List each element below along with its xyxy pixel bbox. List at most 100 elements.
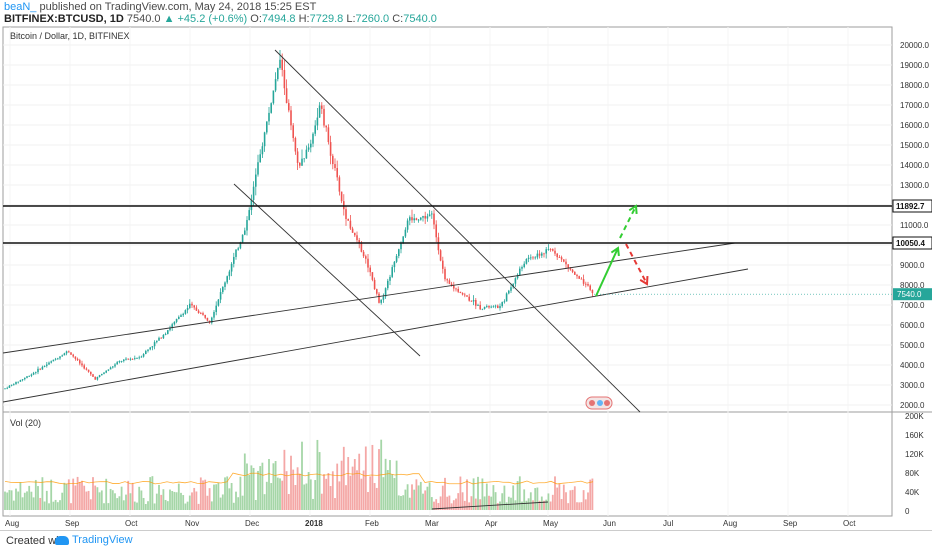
chart-area[interactable]: 2000.0 3000.0 4000.0 5000.0 6000.0 7000.0 8000… — [0, 26, 932, 530]
candle-body — [107, 369, 110, 371]
candle-body — [301, 158, 303, 166]
volume-bar — [336, 463, 339, 510]
candle-body — [411, 217, 413, 221]
candle-body — [574, 271, 576, 275]
volume-trendline[interactable] — [431, 501, 549, 510]
event-icon[interactable] — [585, 396, 613, 410]
volume-bar — [195, 491, 198, 510]
candle-body — [417, 219, 420, 221]
volume-bar — [562, 484, 565, 510]
upper-channel-line[interactable] — [2, 242, 736, 354]
volume-bar — [287, 494, 290, 510]
volume-bar — [180, 492, 182, 510]
volume-bar — [281, 480, 284, 510]
volume-bar — [221, 494, 224, 510]
volume-bar — [125, 494, 127, 510]
author-link[interactable]: beaN_ — [4, 1, 37, 13]
descending-trendline[interactable] — [274, 49, 641, 413]
candle-body — [59, 356, 61, 359]
symbol: BITFINEX:BTCUSD, 1D — [4, 13, 124, 25]
volume-bar — [144, 503, 147, 510]
volume-bar — [149, 477, 152, 510]
candle-body — [307, 147, 310, 150]
volume-bar — [175, 492, 178, 510]
volume-bar — [32, 497, 35, 510]
candle-body — [202, 313, 204, 315]
price-change: ▲ +45.2 (+0.6%) — [163, 13, 248, 25]
volume-bar — [367, 492, 369, 510]
candle-body — [338, 177, 341, 192]
level-label-box — [892, 199, 932, 213]
candle-body — [90, 371, 92, 375]
volume-bar — [191, 492, 193, 510]
candle-body — [521, 266, 523, 269]
candle-body — [389, 276, 391, 281]
candle-body — [145, 351, 147, 355]
volume-bar — [230, 482, 233, 510]
candle-body — [558, 257, 561, 258]
candle-body — [118, 361, 121, 363]
volume-bar — [479, 499, 482, 510]
volume-bar — [232, 502, 235, 510]
candle-body — [545, 249, 547, 254]
created-with-text: Created with — [6, 535, 68, 547]
candle-body — [219, 292, 222, 300]
volume-bar — [459, 476, 462, 510]
volume-bar — [545, 499, 548, 510]
candle-body — [26, 376, 28, 378]
x-tick-label: Mar — [425, 519, 439, 528]
candle-body — [472, 299, 475, 302]
bullish-projection-arrow[interactable] — [619, 205, 637, 239]
volume-bar — [219, 497, 222, 510]
candle-body — [274, 79, 277, 91]
candle-body — [175, 318, 178, 322]
candle-body — [294, 138, 297, 152]
publish-text: published on TradingView.com, May 24, 20… — [36, 1, 317, 13]
volume-bar — [147, 501, 149, 510]
candle-body — [479, 304, 481, 310]
volume-bar — [503, 485, 506, 510]
volume-bar — [283, 449, 286, 510]
x-tick-label: Jul — [663, 519, 673, 528]
candle-body — [272, 90, 275, 104]
candle-body — [61, 355, 63, 357]
volume-bar — [74, 485, 77, 510]
volume-bar — [116, 498, 119, 510]
bullish-arrow[interactable] — [595, 247, 619, 297]
volume-bar — [536, 487, 539, 510]
candle-body — [241, 234, 244, 243]
bearish-projection-arrow[interactable] — [625, 243, 648, 285]
inner-descending-line[interactable] — [233, 183, 421, 357]
x-tick-label: May — [543, 519, 558, 528]
candle-body — [387, 280, 389, 289]
volume-bar — [325, 478, 328, 510]
candle-body — [523, 263, 525, 267]
volume-bar — [529, 492, 532, 510]
candle-body — [448, 280, 451, 284]
candle-body — [98, 375, 101, 377]
candle-body — [299, 162, 301, 166]
volume-bar — [12, 500, 15, 510]
volume-bar — [461, 492, 464, 510]
volume-bar — [457, 493, 460, 510]
lower-channel-line[interactable] — [2, 268, 749, 403]
candle-body — [178, 316, 180, 319]
volume-bar — [153, 503, 156, 510]
candle-body — [378, 293, 380, 303]
volume-bar — [105, 478, 108, 510]
chart-frame — [2, 26, 893, 517]
candle-body — [21, 379, 24, 381]
volume-bar — [345, 485, 347, 510]
volume-bar — [96, 487, 99, 510]
volume-bar — [303, 484, 306, 510]
volume-bar — [404, 489, 407, 510]
volume-bar — [316, 439, 319, 510]
candle-body — [235, 249, 237, 257]
tradingview-brand[interactable]: TradingView — [55, 534, 133, 546]
volume-bar — [78, 481, 81, 510]
candle-body — [35, 372, 37, 373]
candle-body — [371, 272, 374, 280]
x-tick-label: Apr — [485, 519, 498, 528]
candle-body — [576, 274, 578, 277]
candle-body — [530, 257, 532, 259]
